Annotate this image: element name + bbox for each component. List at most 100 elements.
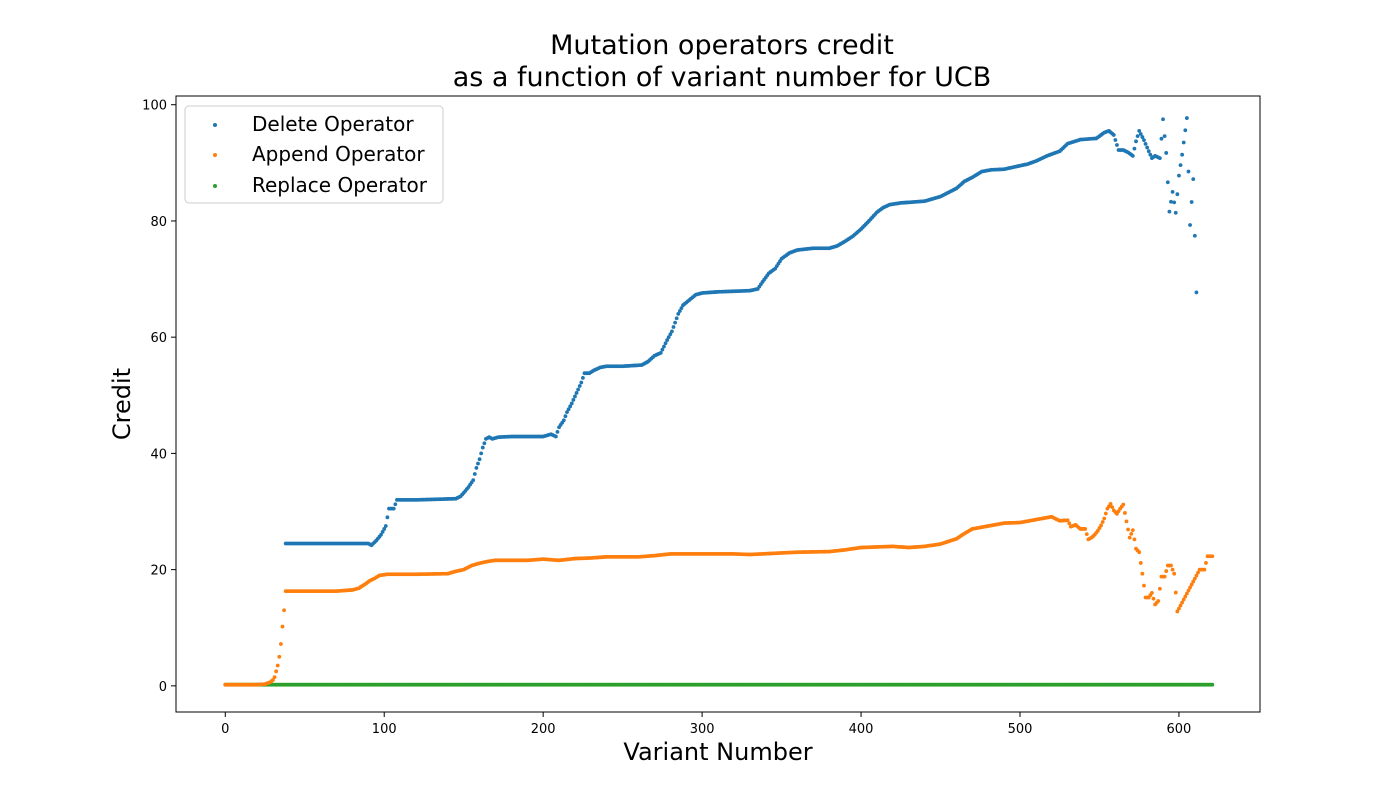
legend-label-append: Append Operator: [252, 142, 425, 166]
data-point: [679, 306, 684, 311]
data-point: [1102, 516, 1107, 521]
data-point: [1178, 603, 1183, 608]
y-tick-label: 40: [150, 447, 167, 462]
data-point: [274, 669, 279, 674]
data-point: [1065, 518, 1070, 523]
data-point: [1181, 597, 1186, 602]
data-point: [1115, 143, 1119, 147]
y-axis-label: Credit: [108, 368, 136, 440]
data-point: [1137, 550, 1142, 555]
series-replace-operator: [223, 682, 1215, 687]
data-point: [1188, 585, 1192, 590]
legend-label-replace: Replace Operator: [252, 173, 428, 197]
series-append-operator: [223, 502, 1215, 687]
x-tick-label: 100: [372, 722, 397, 737]
data-point: [1129, 531, 1134, 536]
data-point: [666, 335, 671, 340]
legend-marker-append: [213, 153, 217, 157]
data-point: [1138, 561, 1143, 565]
data-point: [380, 529, 385, 534]
data-point: [561, 418, 566, 423]
data-point: [1143, 141, 1148, 146]
data-point: [573, 394, 577, 399]
data-point: [1183, 128, 1188, 133]
data-point: [1132, 537, 1137, 542]
x-tick-label: 600: [1167, 722, 1192, 737]
data-point: [1137, 128, 1142, 133]
data-point: [393, 502, 398, 507]
data-point: [571, 398, 576, 402]
data-point: [1186, 588, 1191, 593]
legend-marker-replace: [213, 184, 217, 188]
data-point: [665, 338, 670, 342]
data-point: [272, 675, 277, 680]
data-point: [568, 404, 573, 409]
data-point: [1180, 600, 1185, 605]
x-axis-label: Variant Number: [623, 738, 812, 766]
data-point: [1173, 210, 1178, 215]
data-point: [677, 309, 682, 313]
data-point: [1177, 173, 1181, 178]
y-tick-label: 20: [150, 564, 167, 579]
data-point: [1103, 511, 1108, 516]
data-point: [1189, 200, 1194, 204]
plot-area-frame: [175, 95, 1261, 713]
data-point: [482, 441, 487, 446]
y-tick-label: 0: [159, 680, 167, 695]
data-point: [1204, 561, 1208, 565]
x-tick-label: 0: [221, 722, 229, 737]
y-tick-label: 80: [150, 215, 167, 230]
data-point: [282, 608, 286, 613]
data-point: [1111, 133, 1116, 137]
data-point: [1175, 192, 1180, 197]
data-point: [1192, 233, 1197, 238]
data-point: [1126, 527, 1130, 532]
data-point: [1138, 132, 1143, 136]
data-point: [1162, 574, 1167, 579]
data-point: [280, 624, 285, 629]
legend-label-delete: Delete Operator: [252, 112, 414, 136]
data-point: [1124, 519, 1129, 524]
data-point: [275, 663, 280, 668]
data-point: [1170, 567, 1175, 572]
data-point: [1108, 502, 1113, 506]
data-point: [1123, 511, 1127, 515]
data-point: [565, 410, 569, 415]
data-point: [1150, 590, 1154, 595]
data-point: [576, 387, 581, 392]
data-point: [1191, 177, 1196, 182]
legend-frame: [184, 105, 444, 204]
data-point: [670, 329, 674, 334]
data-point: [1177, 606, 1181, 611]
data-point: [566, 407, 571, 412]
data-point: [1172, 571, 1177, 576]
data-point: [1135, 134, 1140, 139]
data-point: [668, 332, 673, 337]
data-point: [577, 384, 582, 388]
data-point: [1191, 579, 1196, 584]
data-point: [673, 320, 677, 325]
data-point: [1132, 146, 1137, 151]
data-point: [1210, 682, 1215, 687]
data-point: [1084, 532, 1089, 537]
data-point: [379, 532, 383, 537]
data-point: [1184, 116, 1189, 120]
data-point: [1099, 523, 1103, 528]
data-point: [382, 527, 387, 531]
data-point: [1146, 149, 1151, 154]
data-point: [1194, 573, 1199, 578]
data-point: [1181, 140, 1186, 145]
data-point: [1189, 582, 1194, 587]
chart-title-line-2: as a function of variant number for UCB: [452, 62, 992, 93]
data-point: [676, 312, 681, 316]
data-point: [1169, 199, 1173, 204]
data-point: [1178, 163, 1183, 168]
x-tick-label: 500: [1008, 722, 1033, 737]
x-tick-label: 400: [849, 722, 874, 737]
data-point: [574, 391, 579, 395]
data-point: [1167, 209, 1172, 214]
legend-marker-delete: [213, 123, 217, 127]
series-delete-operator: [283, 116, 1199, 548]
data-point: [1121, 502, 1126, 507]
data-point: [1142, 138, 1146, 143]
